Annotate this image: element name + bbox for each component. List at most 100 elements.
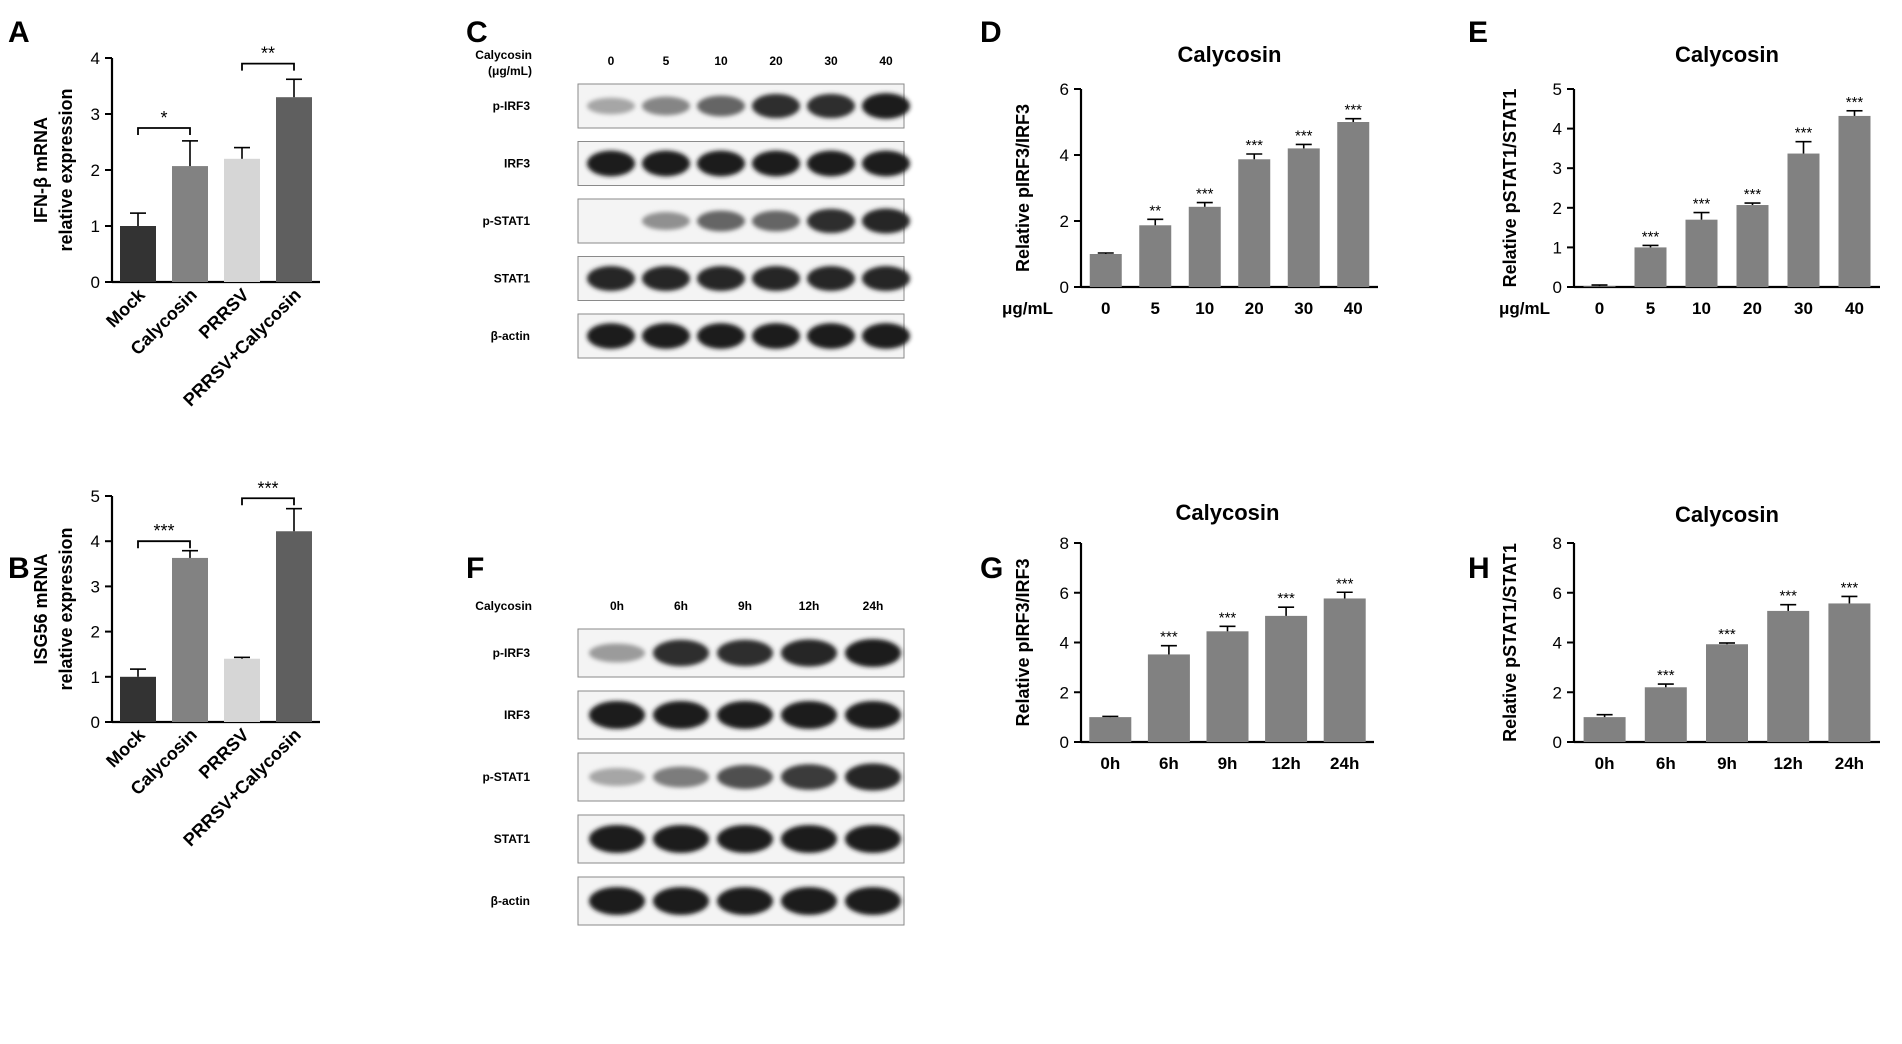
significance-label: *** (1744, 186, 1762, 203)
western-blot-f: Calycosin 0h 6h 9h 12h 24h p-IRF3 IRF3 p-STAT1 ST… (475, 599, 905, 926)
significance-label: * (160, 108, 167, 128)
y-tick-label: 6 (1060, 584, 1069, 603)
y-tick-label: 0 (91, 273, 100, 292)
x-tick-label: 9h (1717, 754, 1737, 773)
significance-label: ** (261, 44, 275, 64)
blot-band (862, 208, 910, 234)
significance-label: *** (1219, 609, 1237, 626)
x-tick-label: 30 (1794, 299, 1813, 318)
blot-band (807, 208, 855, 234)
lane-label: 0 (608, 54, 615, 68)
significance-label: *** (153, 521, 174, 541)
x-tick-label: Mock (102, 724, 149, 771)
blot-band (589, 886, 645, 916)
panel-letter-d: D (980, 16, 1002, 49)
blot-band (752, 266, 800, 291)
treatment-label: (μg/mL) (488, 64, 532, 78)
significance-label: *** (257, 478, 278, 498)
y-tick-label: 5 (91, 487, 100, 506)
y-tick-label: 0 (1553, 733, 1562, 752)
y-tick-label: 4 (91, 49, 100, 68)
y-tick-label: 0 (1060, 278, 1069, 297)
y-axis-label: IFN-β mRNA (31, 117, 51, 223)
significance-label: *** (1642, 228, 1660, 245)
y-tick-label: 5 (1553, 80, 1562, 99)
blot-band (781, 886, 837, 916)
treatment-label: Calycosin (475, 48, 532, 62)
lane-label: 20 (769, 54, 783, 68)
panel-letter-a: A (8, 16, 30, 49)
bar (1089, 717, 1132, 742)
blot-band (587, 323, 635, 349)
y-axis-label: Relative pIRF3/IRF3 (1013, 558, 1033, 726)
lane-label: 10 (714, 54, 728, 68)
panel-letter-h: H (1468, 552, 1490, 585)
bar (1583, 286, 1616, 287)
blot-band (807, 323, 855, 349)
bar (1139, 225, 1172, 287)
panel-letter-e: E (1468, 16, 1488, 49)
y-axis-label: ISG56 mRNA (31, 553, 51, 664)
blot-band (697, 150, 745, 177)
chart-h: 0 2 4 6 8 Relative pSTAT1/STAT1 Calycosin 0h ***… (1500, 502, 1880, 773)
lane-label: 9h (738, 599, 752, 613)
blot-band (653, 824, 709, 854)
blot-band (653, 766, 709, 788)
blot-band (862, 323, 910, 349)
x-tick-label: 10 (1195, 299, 1214, 318)
blot-band (653, 700, 709, 730)
x-tick-label: 12h (1774, 754, 1803, 773)
x-tick-label: 6h (1159, 754, 1179, 773)
blot-band (807, 93, 855, 119)
bar (1206, 631, 1249, 742)
blot-band (642, 266, 690, 291)
blot-band (845, 886, 901, 916)
blot-band (589, 643, 645, 663)
significance-bracket (137, 540, 191, 549)
blot-band (589, 767, 645, 787)
panel-letter-f: F (466, 552, 484, 585)
y-tick-label: 0 (91, 713, 100, 732)
blot-row-label: p-IRF3 (493, 99, 531, 113)
y-tick-label: 3 (91, 105, 100, 124)
bar (1323, 598, 1366, 742)
blot-row-label: p-STAT1 (482, 770, 530, 784)
x-axis-label: μg/mL (1499, 299, 1550, 318)
x-tick-label: 12h (1271, 754, 1300, 773)
y-tick-label: 0 (1553, 278, 1562, 297)
x-tick-label: 20 (1245, 299, 1264, 318)
blot-band (845, 763, 901, 791)
y-tick-label: 4 (1060, 146, 1069, 165)
significance-label: *** (1344, 102, 1362, 119)
bar (1787, 153, 1820, 287)
x-tick-label: 30 (1294, 299, 1313, 318)
significance-label: *** (1779, 588, 1797, 605)
lane-label: 30 (824, 54, 838, 68)
x-tick-label: 9h (1218, 754, 1238, 773)
bar (224, 158, 260, 282)
blot-row-label: β-actin (491, 329, 530, 343)
panel-letter-c: C (466, 16, 488, 49)
blot-band (781, 824, 837, 854)
y-tick-label: 3 (91, 577, 100, 596)
blot-band (807, 150, 855, 177)
y-tick-label: 6 (1060, 80, 1069, 99)
bar (120, 226, 156, 282)
y-tick-label: 2 (91, 623, 100, 642)
significance-label: *** (1841, 579, 1859, 596)
blot-band (752, 210, 800, 232)
significance-label: *** (1336, 575, 1354, 592)
significance-label: ** (1149, 202, 1161, 219)
x-axis-label: μg/mL (1002, 299, 1053, 318)
bar (224, 658, 260, 722)
blot-band (653, 886, 709, 916)
y-tick-label: 6 (1553, 584, 1562, 603)
blot-band (781, 764, 837, 790)
x-tick-label: 0h (1595, 754, 1615, 773)
blot-band (642, 323, 690, 349)
blot-band (862, 93, 910, 119)
significance-bracket (241, 497, 295, 506)
y-tick-label: 1 (1553, 238, 1562, 257)
lane-label: 24h (863, 599, 884, 613)
